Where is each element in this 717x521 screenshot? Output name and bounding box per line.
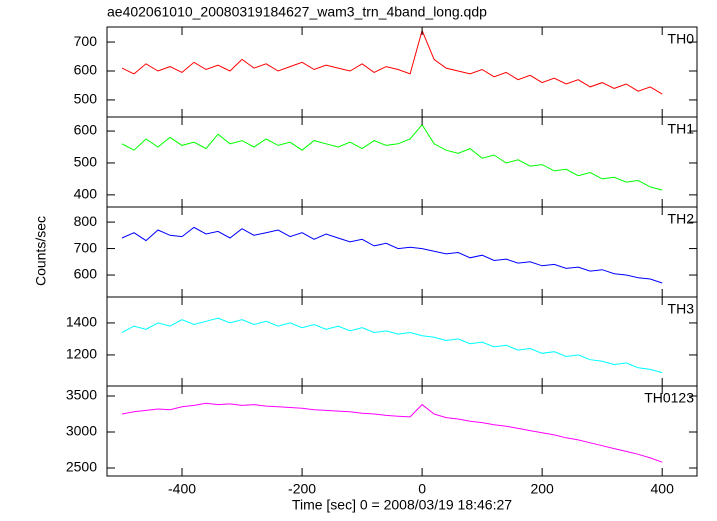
y-tick-label: 500 [74,91,98,107]
panel-label: TH0 [668,31,695,47]
panel-frame [106,116,698,208]
x-tick-label: -400 [168,481,196,497]
data-line [121,317,663,374]
x-tick-label: 400 [651,481,675,497]
data-line [121,28,663,95]
chart-title: ae402061010_20080319184627_wam3_trn_4ban… [107,4,487,20]
panel-label: TH2 [668,211,695,227]
panel-label: TH0123 [644,390,694,406]
y-tick-label: 500 [74,154,98,170]
y-tick-label: 3000 [66,423,97,439]
x-tick-label: 0 [418,481,426,497]
y-tick-label: 600 [74,266,98,282]
y-tick-label: 600 [74,122,98,138]
panel-frame [106,385,698,477]
panel-label: TH1 [668,121,695,137]
x-tick-label: -200 [288,481,316,497]
y-axis-label: Counts/sec [33,216,49,286]
panel-frame [106,206,698,298]
y-tick-label: 800 [74,213,98,229]
panel-frame [106,26,698,118]
data-line [121,226,663,284]
panel-frame [106,296,698,387]
y-tick-label: 2500 [66,459,97,475]
data-line [121,402,663,463]
y-tick-label: 400 [74,186,98,202]
y-tick-label: 1200 [66,346,97,362]
y-tick-label: 600 [74,62,98,78]
y-tick-label: 1400 [66,314,97,330]
x-axis-label: Time [sec] 0 = 2008/03/19 18:46:27 [292,497,512,513]
y-tick-label: 700 [74,33,98,49]
data-line [121,123,663,191]
y-tick-label: 3500 [66,387,97,403]
x-tick-label: 200 [530,481,554,497]
panel-label: TH3 [668,301,695,317]
y-tick-label: 700 [74,239,98,255]
